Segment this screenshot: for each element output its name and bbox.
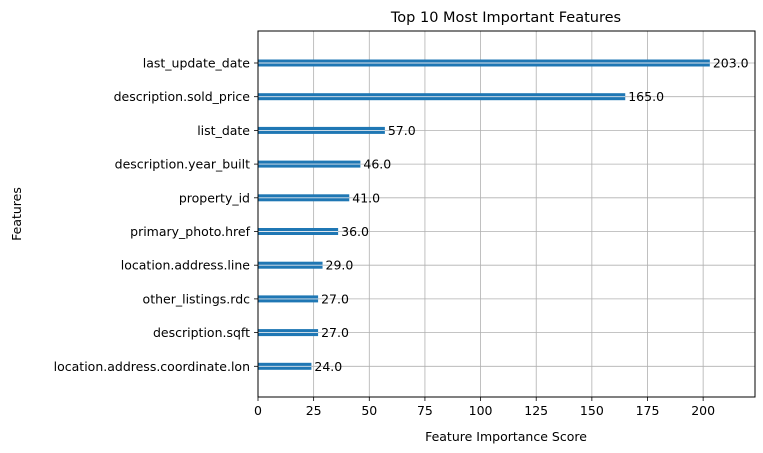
- x-tick-label: 75: [417, 403, 433, 418]
- data-label: 27.0: [321, 325, 349, 340]
- x-tick-label: 25: [306, 403, 322, 418]
- data-label: 24.0: [314, 359, 342, 374]
- bars: [258, 59, 710, 370]
- x-tick-label: 200: [691, 403, 715, 418]
- y-tick-label: other_listings.rdc: [143, 291, 251, 306]
- data-label: 27.0: [321, 291, 349, 306]
- data-label: 29.0: [326, 258, 354, 273]
- plot-area-frame: [257, 30, 756, 398]
- x-tick-label: 0: [254, 403, 262, 418]
- data-label: 57.0: [388, 123, 416, 138]
- data-label: 41.0: [352, 190, 380, 205]
- y-tick-label: property_id: [179, 190, 250, 205]
- x-tick-label: 125: [524, 403, 548, 418]
- y-axis-ticks: last_update_date description.sold_priceli…: [54, 56, 258, 374]
- y-tick-label: location.address.coordinate.lon: [54, 359, 250, 374]
- y-tick-label: list_date: [197, 123, 250, 138]
- data-label: 165.0: [628, 89, 664, 104]
- data-label: 36.0: [341, 224, 369, 239]
- data-label: 46.0: [363, 157, 391, 172]
- data-label: 203.0: [713, 56, 749, 71]
- x-axis-label: Feature Importance Score: [425, 429, 587, 444]
- y-axis-label: Features: [9, 187, 24, 241]
- x-tick-label: 100: [469, 403, 493, 418]
- y-tick-label: description.sqft: [153, 325, 250, 340]
- y-tick-label: description.sold_price: [114, 89, 251, 104]
- x-tick-label: 50: [361, 403, 377, 418]
- y-tick-label: primary_photo.href: [130, 224, 250, 239]
- y-tick-label: last_update_date: [143, 56, 251, 71]
- y-tick-label: location.address.line: [121, 258, 251, 273]
- x-tick-label: 175: [636, 403, 660, 418]
- data-labels: 203.0 165.0 57.0 46.0 41.0 36.0 29.0 27.0 27.0 24…: [314, 56, 748, 374]
- chart-title: Top 10 Most Important Features: [390, 10, 621, 26]
- y-tick-label: description.year_built: [115, 157, 250, 172]
- x-axis-ticks: 0 25 50 75 100 125 150 175 200: [254, 397, 715, 418]
- x-tick-label: 150: [580, 403, 604, 418]
